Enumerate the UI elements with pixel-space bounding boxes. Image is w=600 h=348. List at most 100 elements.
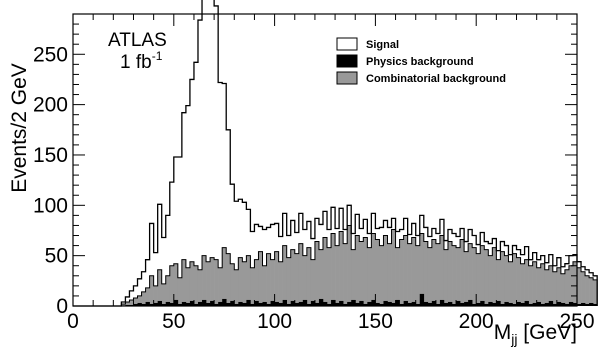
- combinatorial-bar: [407, 243, 412, 306]
- physics-bar: [548, 300, 554, 306]
- physics-bar: [484, 303, 489, 306]
- combinatorial-bar: [500, 251, 505, 306]
- physics-bar: [318, 298, 324, 306]
- physics-bar: [153, 302, 158, 306]
- physics-bar: [210, 300, 215, 306]
- combinatorial-bar: [314, 241, 320, 306]
- physics-bar: [314, 302, 320, 306]
- y-tick-label: 200: [33, 94, 68, 117]
- physics-bar: [492, 302, 497, 306]
- physics-bar: [560, 302, 566, 306]
- combinatorial-bar: [282, 245, 287, 306]
- physics-bar: [202, 299, 207, 306]
- combinatorial-bar: [294, 253, 300, 306]
- combinatorial-bar: [347, 225, 352, 306]
- physics-bar: [359, 300, 364, 306]
- combinatorial-bar: [560, 273, 566, 306]
- physics-bar: [238, 301, 243, 306]
- combinatorial-bar: [125, 301, 130, 306]
- physics-bar: [274, 301, 279, 306]
- physics-bar: [460, 302, 465, 306]
- y-tick-label: 150: [33, 144, 68, 167]
- combinatorial-bar: [266, 253, 271, 306]
- combinatorial-bar: [427, 247, 433, 306]
- combinatorial-bar: [524, 259, 529, 306]
- physics-bar: [371, 299, 376, 306]
- physics-bar: [439, 299, 445, 306]
- physics-bar: [520, 302, 525, 306]
- physics-bar: [145, 301, 150, 306]
- physics-bar: [254, 300, 259, 306]
- x-tick-label: 200: [459, 310, 494, 333]
- x-tick-label: 0: [67, 310, 79, 333]
- combinatorial-bar: [254, 259, 259, 306]
- combinatorial-bar: [177, 277, 183, 306]
- combinatorial-bar: [181, 259, 187, 306]
- physics-bar: [488, 301, 493, 306]
- combinatorial-bar: [528, 265, 533, 306]
- combinatorial-bar: [593, 279, 598, 306]
- combinatorial-bar: [121, 303, 126, 306]
- y-tick-label: 50: [45, 245, 68, 268]
- physics-bar: [540, 303, 546, 306]
- physics-bar: [585, 303, 590, 306]
- combinatorial-bar: [431, 239, 437, 306]
- physics-bar: [363, 303, 368, 306]
- combinatorial-bar: [137, 295, 142, 306]
- physics-bar: [411, 301, 417, 306]
- physics-bar: [500, 303, 505, 306]
- physics-bar: [476, 302, 481, 306]
- physics-bar: [206, 302, 211, 306]
- combinatorial-bar: [286, 257, 292, 306]
- physics-bar: [568, 301, 574, 306]
- x-tick-label: 100: [257, 310, 292, 333]
- combinatorial-bar: [343, 243, 348, 306]
- combinatorial-bar: [202, 255, 207, 306]
- plot-frame: [72, 13, 578, 307]
- combinatorial-bar: [387, 243, 392, 306]
- physics-bar: [234, 303, 239, 306]
- physics-bar: [351, 299, 356, 306]
- combinatorial-bar: [367, 247, 372, 306]
- physics-bar: [230, 300, 235, 306]
- physics-bar: [508, 302, 513, 306]
- physics-bar: [464, 301, 469, 306]
- physics-bar: [306, 303, 312, 306]
- combinatorial-bar: [290, 249, 296, 306]
- combinatorial-bar: [572, 261, 578, 306]
- physics-bar: [552, 303, 558, 306]
- combinatorial-bar: [335, 245, 340, 306]
- physics-bar: [528, 303, 533, 306]
- combinatorial-bar: [564, 269, 570, 306]
- physics-bar: [391, 302, 396, 306]
- combinatorial-bar: [141, 291, 146, 306]
- combinatorial-bar: [129, 299, 134, 306]
- physics-bar: [456, 300, 461, 306]
- physics-bar: [431, 300, 437, 306]
- physics-bar: [512, 303, 517, 306]
- combinatorial-bar: [322, 237, 328, 306]
- physics-bar: [282, 299, 287, 306]
- combinatorial-bar: [399, 239, 404, 306]
- physics-bar: [564, 303, 570, 306]
- combinatorial-bar: [193, 265, 199, 306]
- y-tick-label: 250: [33, 43, 68, 66]
- combinatorial-bar: [250, 267, 255, 306]
- combinatorial-bar: [403, 235, 408, 306]
- combinatorial-bar: [447, 241, 453, 306]
- combinatorial-bar: [270, 259, 275, 306]
- luminosity-value: 1 fb: [120, 52, 152, 73]
- combinatorial-bar: [214, 259, 219, 306]
- combinatorial-bar: [278, 261, 283, 306]
- physics-bar: [197, 301, 203, 306]
- physics-bar: [589, 302, 594, 306]
- combinatorial-bar: [476, 253, 481, 306]
- physics-bar: [403, 300, 408, 306]
- combinatorial-bar: [149, 275, 154, 306]
- physics-bar: [302, 299, 308, 306]
- physics-bar: [335, 302, 340, 306]
- combinatorial-bar: [468, 243, 473, 306]
- physics-bar: [278, 302, 283, 306]
- physics-bar: [165, 301, 171, 306]
